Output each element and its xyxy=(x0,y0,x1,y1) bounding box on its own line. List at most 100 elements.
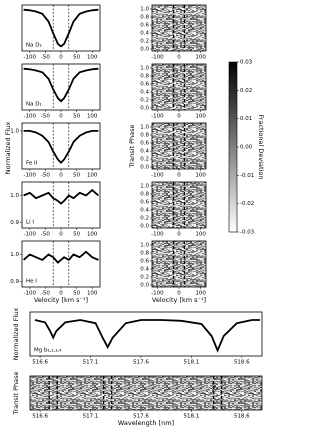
x-tick-label: -100 xyxy=(24,173,37,179)
y-tick-label: 0.8 xyxy=(140,133,149,139)
x-tick-label: -100 xyxy=(151,173,164,179)
plot-frame xyxy=(29,375,263,411)
heatmap xyxy=(152,182,206,228)
annotation: Na D₁ xyxy=(26,102,42,108)
colorbar xyxy=(228,61,238,233)
colorbar-tick-label: -0.03 xyxy=(240,230,255,236)
y-tick-label: 1.0 xyxy=(140,66,149,72)
colorbar-tick-label: 0.00 xyxy=(240,145,253,151)
line-series xyxy=(34,319,260,353)
x-tick-label: -50 xyxy=(41,291,50,297)
x-tick-label: -100 xyxy=(24,232,37,238)
y-tick-label: 1.0 xyxy=(10,128,19,134)
y-tick-label: 1.0 xyxy=(140,125,149,131)
x-tick-label: 50 xyxy=(73,55,80,61)
y-tick-label: 0.4 xyxy=(140,267,149,273)
y-tick-label: 0.6 xyxy=(140,82,149,88)
x-tick-label: 518.1 xyxy=(184,414,200,420)
x-tick-label: 516.6 xyxy=(32,360,48,366)
y-tick-label: 0.4 xyxy=(140,31,149,37)
x-tick-label: 100 xyxy=(87,55,98,61)
x-tick-label: 100 xyxy=(195,173,206,179)
y-tick-label: 0.2 xyxy=(140,216,149,222)
colorbar-tick-label: 0.03 xyxy=(240,60,253,66)
plot-frame xyxy=(29,311,263,357)
y-axis-label: Transit Phase xyxy=(128,124,136,168)
x-tick-label: -50 xyxy=(41,55,50,61)
y-tick-label: 0.0 xyxy=(140,224,149,230)
y-axis-label: Normalized Flux xyxy=(4,122,12,175)
x-tick-label: 0 xyxy=(59,55,63,61)
heatmap xyxy=(152,241,206,287)
x-tick-label: 0 xyxy=(59,173,63,179)
annotation: Na D₂ xyxy=(26,43,42,49)
y-tick-label: 0.6 xyxy=(140,200,149,206)
x-axis-label: Wavelength [nm] xyxy=(118,419,174,427)
x-tick-label: -100 xyxy=(151,114,164,120)
y-tick-label: 0.2 xyxy=(140,98,149,104)
y-tick-label: 0.0 xyxy=(140,106,149,112)
x-tick-label: -100 xyxy=(151,55,164,61)
x-tick-label: 0 xyxy=(177,173,181,179)
x-tick-label: 100 xyxy=(87,173,98,179)
x-tick-label: 0 xyxy=(177,55,181,61)
x-tick-label: 518.6 xyxy=(234,414,250,420)
x-tick-label: 100 xyxy=(87,291,98,297)
x-tick-label: -100 xyxy=(24,291,37,297)
y-tick-label: 0.8 xyxy=(140,251,149,257)
y-tick-label: 0.2 xyxy=(140,39,149,45)
y-tick-label: 1.0 xyxy=(140,243,149,249)
x-tick-label: -50 xyxy=(41,114,50,120)
y-tick-label: 0.8 xyxy=(140,192,149,198)
x-tick-label: 518.1 xyxy=(184,360,200,366)
y-tick-label: 0.2 xyxy=(140,157,149,163)
x-tick-label: -100 xyxy=(24,55,37,61)
x-tick-label: 50 xyxy=(73,173,80,179)
x-axis-label: Velocity [km s⁻¹] xyxy=(152,296,206,304)
y-tick-label: 0.9 xyxy=(10,220,19,226)
x-tick-label: 517.6 xyxy=(133,360,149,366)
annotation: He I xyxy=(26,279,37,285)
x-tick-label: 518.6 xyxy=(234,360,250,366)
colorbar-tick-label: 0.01 xyxy=(240,116,252,122)
y-tick-label: 1.0 xyxy=(140,184,149,190)
x-tick-label: 517.1 xyxy=(83,414,99,420)
y-tick-label: 0.6 xyxy=(140,141,149,147)
figure: -100 -50 0 50 100 Na D₂ -100 -50 0 50 100 Na D₁ -100… xyxy=(4,4,265,427)
y-tick-label: 0.2 xyxy=(140,275,149,281)
y-tick-label: 0.4 xyxy=(140,149,149,155)
line-series xyxy=(23,130,99,164)
x-tick-label: 0 xyxy=(59,291,63,297)
y-axis-label: Transit Phase xyxy=(12,371,20,415)
line-series xyxy=(23,67,99,103)
y-tick-label: 0.9 xyxy=(10,279,19,285)
heatmap xyxy=(152,64,206,110)
x-tick-label: -100 xyxy=(24,114,37,120)
y-tick-label: 0.4 xyxy=(140,208,149,214)
y-tick-label: 0.8 xyxy=(140,74,149,80)
colorbar-tick-label: -0.02 xyxy=(240,201,254,207)
x-tick-label: 100 xyxy=(195,291,206,297)
x-tick-label: 0 xyxy=(177,291,181,297)
x-tick-label: 100 xyxy=(195,232,206,238)
x-axis-label: Velocity [km s⁻¹] xyxy=(34,296,88,304)
y-axis-label: Normalized Flux xyxy=(12,308,20,361)
x-tick-label: 0 xyxy=(177,114,181,120)
x-tick-label: 100 xyxy=(195,55,206,61)
x-tick-label: -100 xyxy=(151,232,164,238)
annotation: Mg b₁,₂,₃,₄ xyxy=(34,348,62,354)
x-tick-label: 516.6 xyxy=(32,414,48,420)
y-tick-label: 0.0 xyxy=(140,283,149,289)
x-tick-label: 517.6 xyxy=(133,414,149,420)
annotation: Fe II xyxy=(26,161,38,167)
x-tick-label: 100 xyxy=(87,114,98,120)
x-tick-label: 0 xyxy=(59,114,63,120)
heatmap xyxy=(152,5,206,51)
x-tick-label: 50 xyxy=(73,232,80,238)
colorbar-tick-label: 0.02 xyxy=(240,88,252,94)
x-tick-label: 0 xyxy=(177,232,181,238)
heatmap xyxy=(30,376,262,410)
line-series xyxy=(23,8,99,48)
line-series xyxy=(23,250,99,264)
x-tick-label: 517.1 xyxy=(83,360,99,366)
